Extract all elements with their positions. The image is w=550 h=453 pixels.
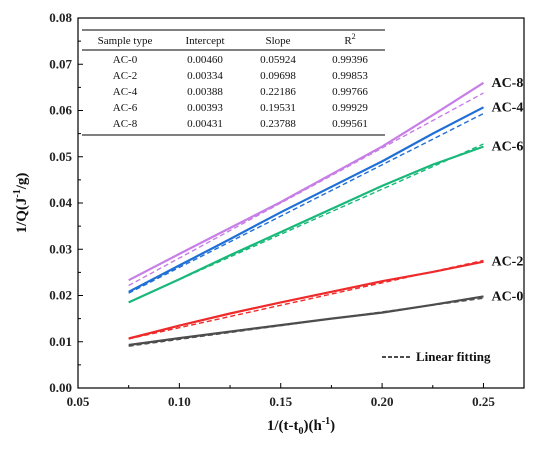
fit-line-ac-8 (128, 92, 484, 287)
y-tick-label: 0.03 (49, 241, 72, 256)
series-line-ac-4 (128, 106, 485, 293)
table-cell: 0.23788 (260, 118, 296, 130)
table-cell: 0.05924 (260, 54, 296, 66)
fit-line-ac-4 (128, 112, 484, 294)
table-cell: AC-8 (113, 118, 138, 130)
series-label-ac-6: AC-6 (491, 140, 523, 155)
x-tick-label: 0.10 (168, 394, 191, 409)
axes: 0.05 0.10 0.15 0.20 0.25 0.00 0.01 0.02 0.03 0.04… (49, 10, 495, 409)
table-cell: AC-2 (113, 70, 137, 82)
x-tick-label: 0.05 (67, 394, 90, 409)
table-cell: 0.99561 (332, 118, 368, 130)
stats-table: Sample type Intercept Slope R2 AC-0 0.00460 0.… (82, 29, 385, 136)
legend: Linear fitting (382, 349, 491, 364)
legend-label: Linear fitting (416, 349, 491, 364)
y-tick-label: 0.02 (49, 288, 72, 303)
table-header: Slope (265, 35, 290, 47)
y-tick-label: 0.08 (49, 10, 72, 25)
series-label-ac-8: AC-8 (491, 76, 523, 91)
table-cell: 0.99766 (332, 86, 368, 98)
x-tick-label: 0.15 (269, 394, 292, 409)
y-tick-label: 0.01 (49, 334, 72, 349)
x-tick-label: 0.20 (371, 394, 394, 409)
table-cell: 0.00388 (187, 86, 223, 98)
table-cell: 0.00334 (187, 70, 223, 82)
series-line-ac-0 (128, 295, 484, 347)
table-cell: AC-4 (113, 86, 138, 98)
table-cell: 0.99396 (332, 54, 368, 66)
y-tick-label: 0.04 (49, 195, 72, 210)
table-cell: AC-0 (113, 54, 138, 66)
fit-line-ac-0 (128, 297, 484, 347)
table-cell: 0.00460 (187, 54, 223, 66)
series-label-ac-0: AC-0 (491, 289, 523, 304)
table-cell: 0.00431 (187, 118, 223, 130)
x-tick-label: 0.25 (472, 394, 495, 409)
series-line-ac-8 (128, 81, 485, 282)
table-cell: 0.99929 (332, 102, 368, 114)
y-tick-label: 0.07 (49, 56, 72, 71)
table-cell: 0.00393 (187, 102, 223, 114)
table-cell: 0.22186 (260, 86, 296, 98)
table-header: R2 (344, 32, 355, 47)
series-lines (128, 81, 485, 347)
table-cell: 0.99853 (332, 70, 368, 82)
x-axis-label: 1/(t-t0)(h-1) (267, 416, 335, 437)
table-cell: AC-6 (113, 102, 138, 114)
y-tick-label: 0.06 (49, 103, 72, 118)
series-label-ac-2: AC-2 (491, 255, 523, 270)
fit-line-ac-6 (128, 143, 484, 303)
table-header: Intercept (185, 35, 224, 47)
series-line-ac-2 (128, 260, 484, 340)
table-header: Sample type (98, 35, 153, 47)
series-label-ac-4: AC-4 (491, 100, 523, 115)
y-axis-label: 1/Q(J-1/g) (12, 173, 30, 234)
fit-line-ac-2 (128, 259, 484, 340)
table-cell: 0.19531 (260, 102, 296, 114)
y-tick-label: 0.00 (49, 380, 72, 395)
series-labels: AC-8 AC-4 AC-6 AC-2 AC-0 (491, 76, 523, 305)
table-cell: 0.09698 (260, 70, 296, 82)
y-tick-label: 0.05 (49, 149, 72, 164)
